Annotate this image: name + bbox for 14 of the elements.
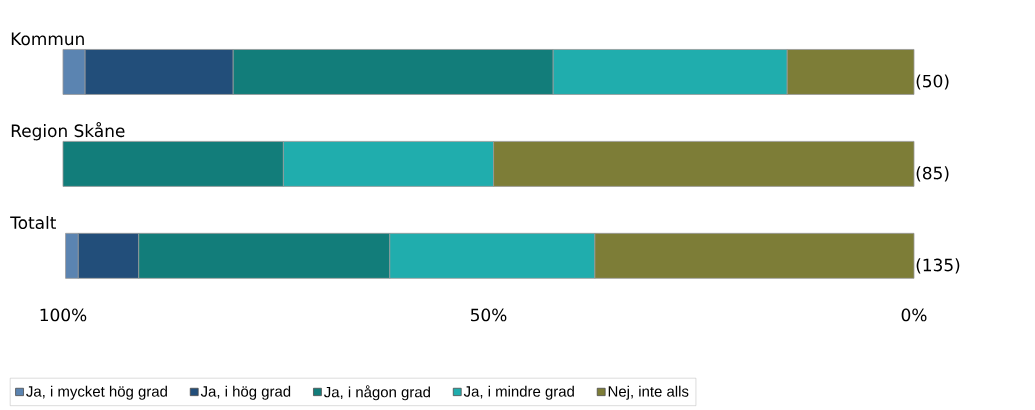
legend-label: Nej, inte alls [608,385,689,400]
legend-label: Ja, i någon grad [324,385,430,401]
y-tick-label: Region Skåne [11,122,125,141]
y-tick-label: Kommun [11,32,84,46]
text: (85) [916,166,949,182]
legend-label: Ja, i mycket hög grad [26,385,167,400]
x-tick-label: 50% [470,308,507,322]
text: (50) [916,74,949,90]
x-tick-label: 100% [40,308,87,322]
x-tick-label: 0% [901,308,927,322]
legend-label: Ja, i hög grad [200,385,291,400]
text: (135) [916,258,960,274]
y-tick-label: Totalt [10,215,57,230]
legend-label: Ja, i mindre grad [463,385,574,400]
